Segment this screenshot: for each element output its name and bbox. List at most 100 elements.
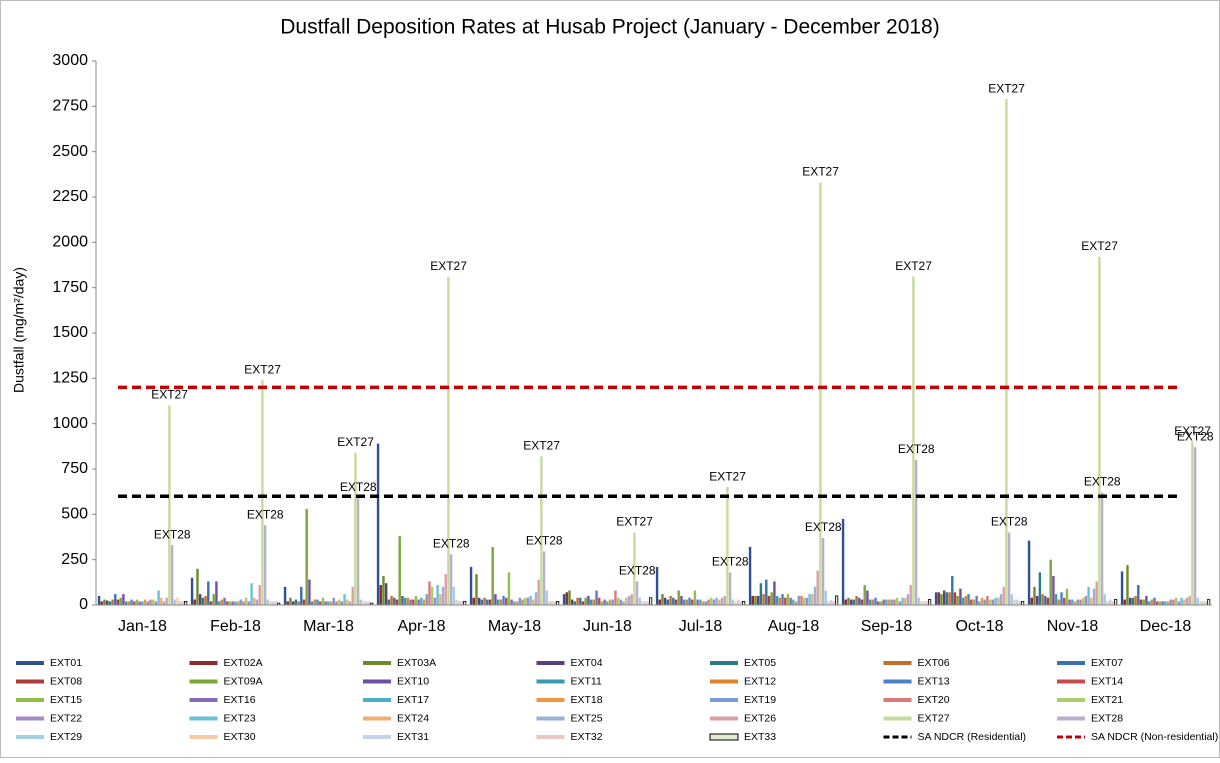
legend-label: EXT07 <box>1091 657 1123 669</box>
legend-label: EXT29 <box>50 731 82 743</box>
bar <box>162 601 166 605</box>
bar <box>1035 595 1039 605</box>
bar <box>937 592 940 605</box>
bar <box>887 599 891 605</box>
bar <box>513 601 516 605</box>
bar <box>269 601 272 605</box>
legend-label: EXT17 <box>397 694 429 706</box>
bar <box>1092 588 1096 605</box>
bar <box>685 599 689 605</box>
bar <box>286 601 289 605</box>
bar-name-label: EXT28 <box>991 515 1028 529</box>
bar-name-label: EXT27 <box>616 515 653 529</box>
bar <box>855 595 858 605</box>
bar <box>274 601 278 605</box>
bar <box>1013 599 1016 605</box>
bar <box>762 594 765 605</box>
bar <box>390 595 393 605</box>
bar <box>1063 597 1066 605</box>
legend-swatch <box>883 698 912 702</box>
legend-swatch <box>189 661 218 665</box>
bar <box>382 575 385 605</box>
bar <box>789 597 792 605</box>
bar <box>1188 595 1191 605</box>
bar <box>103 599 106 605</box>
bar <box>239 599 242 605</box>
bar <box>999 594 1003 605</box>
bar <box>1142 599 1145 605</box>
bar <box>1164 601 1167 605</box>
legend-swatch <box>536 661 565 665</box>
bar-name-label: EXT27 <box>523 438 560 452</box>
bar <box>253 597 256 605</box>
x-tick-label: Oct-18 <box>955 618 1003 635</box>
bar <box>672 597 675 605</box>
legend-swatch <box>883 679 912 684</box>
legend-swatch <box>16 661 44 665</box>
bar <box>1076 599 1079 605</box>
legend-label: EXT23 <box>224 712 256 724</box>
bar <box>1131 597 1135 605</box>
bar <box>1199 601 1202 605</box>
bar <box>638 597 642 605</box>
bar <box>895 597 899 605</box>
bar <box>579 597 582 605</box>
bar <box>439 594 442 605</box>
bar <box>680 595 683 605</box>
legend-swatch <box>710 698 738 702</box>
bar <box>898 601 902 605</box>
bar <box>616 597 620 605</box>
bar <box>674 599 678 605</box>
bar <box>223 597 226 605</box>
bar <box>515 601 519 605</box>
bar <box>948 592 951 605</box>
bar <box>212 594 215 605</box>
bar <box>792 599 795 605</box>
bar <box>351 586 354 605</box>
bar <box>961 597 965 605</box>
bar <box>942 590 946 605</box>
bar <box>387 599 391 605</box>
bar <box>691 599 694 605</box>
bar <box>991 599 995 605</box>
bar <box>885 599 888 605</box>
bar <box>176 597 179 605</box>
bar <box>441 586 445 605</box>
bar <box>649 597 653 606</box>
bar <box>953 592 957 605</box>
bar <box>157 590 160 605</box>
bar <box>1191 441 1194 605</box>
bar <box>805 597 809 605</box>
bar <box>217 601 221 605</box>
y-tick-label: 1250 <box>52 370 88 387</box>
bar <box>250 583 253 605</box>
bar <box>1016 599 1019 605</box>
legend-swatch <box>710 716 738 721</box>
bar <box>576 597 579 605</box>
bar <box>877 601 880 605</box>
bar <box>1111 601 1115 605</box>
bar <box>143 599 147 605</box>
bar <box>592 599 596 605</box>
bar <box>179 601 182 605</box>
legend-label: EXT33 <box>744 731 776 743</box>
bar <box>242 601 245 605</box>
bar <box>1084 595 1088 605</box>
bar <box>983 599 986 605</box>
bar <box>359 599 363 605</box>
bar <box>1100 492 1104 605</box>
y-tick-label: 2750 <box>52 98 88 115</box>
x-tick-label: Dec-18 <box>1140 618 1192 635</box>
bar <box>556 600 560 606</box>
bar <box>300 586 303 605</box>
legend-swatch <box>189 716 218 721</box>
bar <box>244 597 248 605</box>
bar <box>663 597 667 605</box>
bar <box>475 574 478 605</box>
bar <box>603 599 606 605</box>
bar-name-label: EXT27 <box>430 259 467 273</box>
bar <box>1139 599 1143 605</box>
legend-swatch <box>1057 661 1085 665</box>
legend-swatch <box>189 698 218 702</box>
bar <box>707 599 710 605</box>
